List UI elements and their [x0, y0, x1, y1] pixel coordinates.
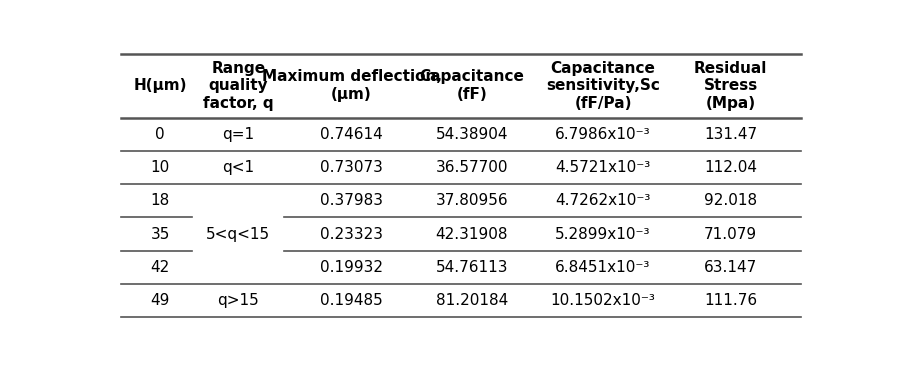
Text: Range
quality
factor, q: Range quality factor, q [203, 61, 273, 111]
Text: 4.5721x10⁻³: 4.5721x10⁻³ [556, 160, 651, 175]
Text: 111.76: 111.76 [704, 293, 757, 308]
Text: 112.04: 112.04 [704, 160, 757, 175]
Text: 131.47: 131.47 [704, 127, 757, 142]
Text: Residual
Stress
(Mpa): Residual Stress (Mpa) [694, 61, 767, 111]
Text: 49: 49 [151, 293, 170, 308]
Text: 6.7986x10⁻³: 6.7986x10⁻³ [555, 127, 651, 142]
Text: 5.2899x10⁻³: 5.2899x10⁻³ [556, 226, 651, 241]
Text: 0.23323: 0.23323 [320, 226, 383, 241]
Text: 0.73073: 0.73073 [320, 160, 383, 175]
Text: 42: 42 [151, 260, 170, 275]
Text: 10.1502x10⁻³: 10.1502x10⁻³ [550, 293, 655, 308]
Text: q>15: q>15 [218, 293, 259, 308]
Text: 37.80956: 37.80956 [436, 193, 508, 208]
Text: 54.76113: 54.76113 [436, 260, 508, 275]
Text: 36.57700: 36.57700 [436, 160, 508, 175]
Text: Capacitance
(fF): Capacitance (fF) [420, 70, 525, 102]
Text: 0.19485: 0.19485 [320, 293, 383, 308]
Text: 6.8451x10⁻³: 6.8451x10⁻³ [556, 260, 651, 275]
Text: 10: 10 [151, 160, 170, 175]
Text: 81.20184: 81.20184 [436, 293, 508, 308]
Text: q=1: q=1 [222, 127, 254, 142]
Text: 5<q<15: 5<q<15 [207, 226, 271, 241]
Text: 0.19932: 0.19932 [320, 260, 383, 275]
Text: 0: 0 [155, 127, 165, 142]
Text: 4.7262x10⁻³: 4.7262x10⁻³ [556, 193, 651, 208]
Text: Capacitance
sensitivity,Sc
(fF/Pa): Capacitance sensitivity,Sc (fF/Pa) [546, 61, 660, 111]
Text: 0.74614: 0.74614 [320, 127, 383, 142]
Text: 92.018: 92.018 [704, 193, 757, 208]
Text: 54.38904: 54.38904 [436, 127, 508, 142]
Text: 18: 18 [151, 193, 170, 208]
Text: 63.147: 63.147 [704, 260, 757, 275]
Text: H(μm): H(μm) [133, 78, 187, 93]
Text: q<1: q<1 [222, 160, 254, 175]
Text: 0.37983: 0.37983 [320, 193, 383, 208]
Text: 42.31908: 42.31908 [436, 226, 508, 241]
Text: 71.079: 71.079 [704, 226, 757, 241]
Text: 35: 35 [151, 226, 170, 241]
Text: Maximum deflection,
(μm): Maximum deflection, (μm) [261, 70, 441, 102]
